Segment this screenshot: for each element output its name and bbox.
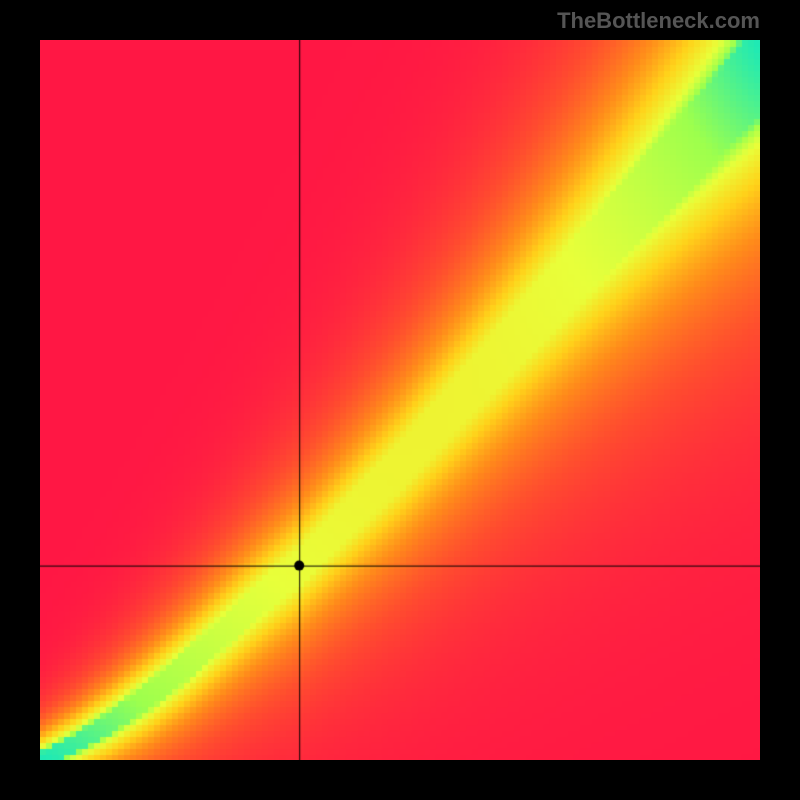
- watermark-text: TheBottleneck.com: [557, 8, 760, 34]
- bottleneck-heatmap: [40, 40, 760, 760]
- heatmap-canvas: [40, 40, 760, 760]
